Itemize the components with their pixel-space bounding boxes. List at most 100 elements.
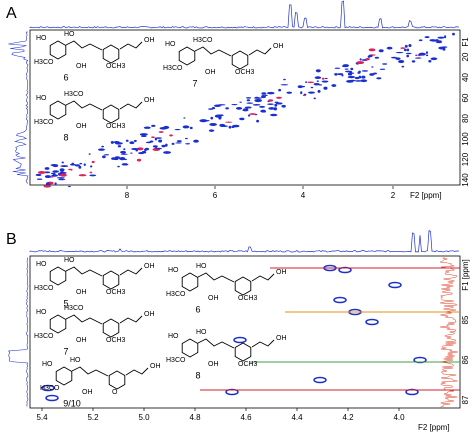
x-tick-label: 6 (213, 191, 218, 200)
cross-peak (305, 81, 308, 84)
x-tick-label: 5.0 (138, 413, 150, 422)
group-label: OCH3 (106, 337, 126, 344)
cross-peak (44, 167, 50, 170)
cross-peak (425, 51, 428, 55)
cross-peak (59, 173, 67, 177)
group-label: HO (42, 361, 53, 368)
ring (102, 44, 120, 64)
cross-peak (356, 61, 365, 64)
cross-peak (36, 178, 43, 180)
group-label: H3CO (193, 37, 213, 44)
cross-peak (58, 178, 66, 181)
compound-number: 9/10 (63, 398, 81, 408)
cross-peak (183, 117, 186, 119)
cross-peak (208, 108, 214, 110)
cross-peak (110, 140, 114, 144)
cross-peak (411, 60, 416, 63)
cross-peak (70, 169, 73, 171)
cross-peak (261, 92, 267, 95)
cross-peak (45, 182, 50, 186)
y-axis-title: F1 (461, 37, 470, 47)
cross-peak (45, 394, 59, 402)
cross-peak (182, 125, 190, 129)
compound-number: 7 (192, 78, 197, 88)
bond (65, 100, 143, 111)
cross-peak (247, 114, 251, 117)
compound-number: 8 (195, 370, 200, 380)
cross-peak (424, 36, 430, 39)
projection-left (8, 31, 29, 184)
group-label: HO (196, 263, 207, 270)
cross-peak (78, 174, 87, 177)
cross-peak (260, 109, 266, 113)
y-tick-label: 80 (461, 114, 470, 123)
cross-peak (120, 153, 128, 155)
cross-peak (98, 148, 105, 151)
group-label: OH (76, 289, 87, 296)
group-label: H3CO (34, 333, 54, 340)
group-label: H3CO (64, 305, 84, 312)
cross-peak (149, 140, 154, 143)
cross-peak (403, 48, 407, 52)
cross-peak (267, 103, 274, 106)
cross-peak (113, 141, 120, 144)
cross-peak (246, 102, 254, 104)
cross-peak (418, 52, 426, 56)
cross-peak (129, 141, 135, 145)
cross-peak (264, 94, 268, 97)
group-label: OH (76, 337, 87, 344)
cross-peak (139, 133, 148, 136)
cross-peak (334, 73, 338, 76)
cross-peak (418, 39, 423, 42)
bond (197, 272, 275, 283)
cross-peak (313, 82, 320, 86)
bond (65, 266, 143, 277)
cross-peak (431, 40, 437, 42)
group-label: O (112, 389, 118, 396)
cross-peak (35, 173, 42, 177)
cross-peak (163, 151, 172, 154)
x-axis-title: F2 [ppm] (418, 423, 450, 432)
cross-peak (324, 77, 328, 80)
cross-peak (141, 135, 147, 138)
ring (102, 318, 120, 338)
cross-peak (117, 145, 122, 148)
cross-peak (232, 124, 240, 128)
cross-peak (56, 177, 65, 179)
cross-peak (408, 43, 412, 48)
cross-peak (144, 147, 150, 151)
cross-peak (154, 146, 158, 149)
cross-peak (101, 145, 105, 148)
cross-peak (89, 174, 97, 177)
group-label: OH (76, 123, 87, 130)
cross-peak (388, 281, 402, 289)
group-label: HO (64, 31, 75, 38)
panel-b-label: B (6, 231, 17, 248)
group-label: HO (168, 333, 179, 340)
cross-peak (379, 68, 386, 70)
group-label: OH (144, 311, 155, 318)
cross-peak (361, 70, 369, 72)
cross-peak (414, 57, 422, 59)
cross-peak (50, 172, 54, 174)
cross-peak (41, 384, 55, 392)
cross-peak (249, 113, 256, 115)
group-label: OH (276, 335, 287, 342)
cross-peak (211, 107, 216, 110)
cross-peak (83, 163, 86, 166)
compound-number: 7 (63, 346, 68, 356)
cross-peak (79, 162, 83, 165)
cross-peak (120, 150, 127, 154)
group-label: H3CO (40, 385, 60, 392)
ring (108, 370, 126, 390)
cross-peak (350, 67, 354, 71)
ring (49, 314, 67, 334)
cross-peak (155, 137, 163, 139)
cross-peak (428, 59, 432, 63)
cross-peak (359, 58, 362, 61)
cross-peak (405, 52, 412, 55)
panel-a-label: A (6, 5, 17, 22)
cross-peak (219, 123, 226, 127)
cross-peak (60, 165, 69, 168)
